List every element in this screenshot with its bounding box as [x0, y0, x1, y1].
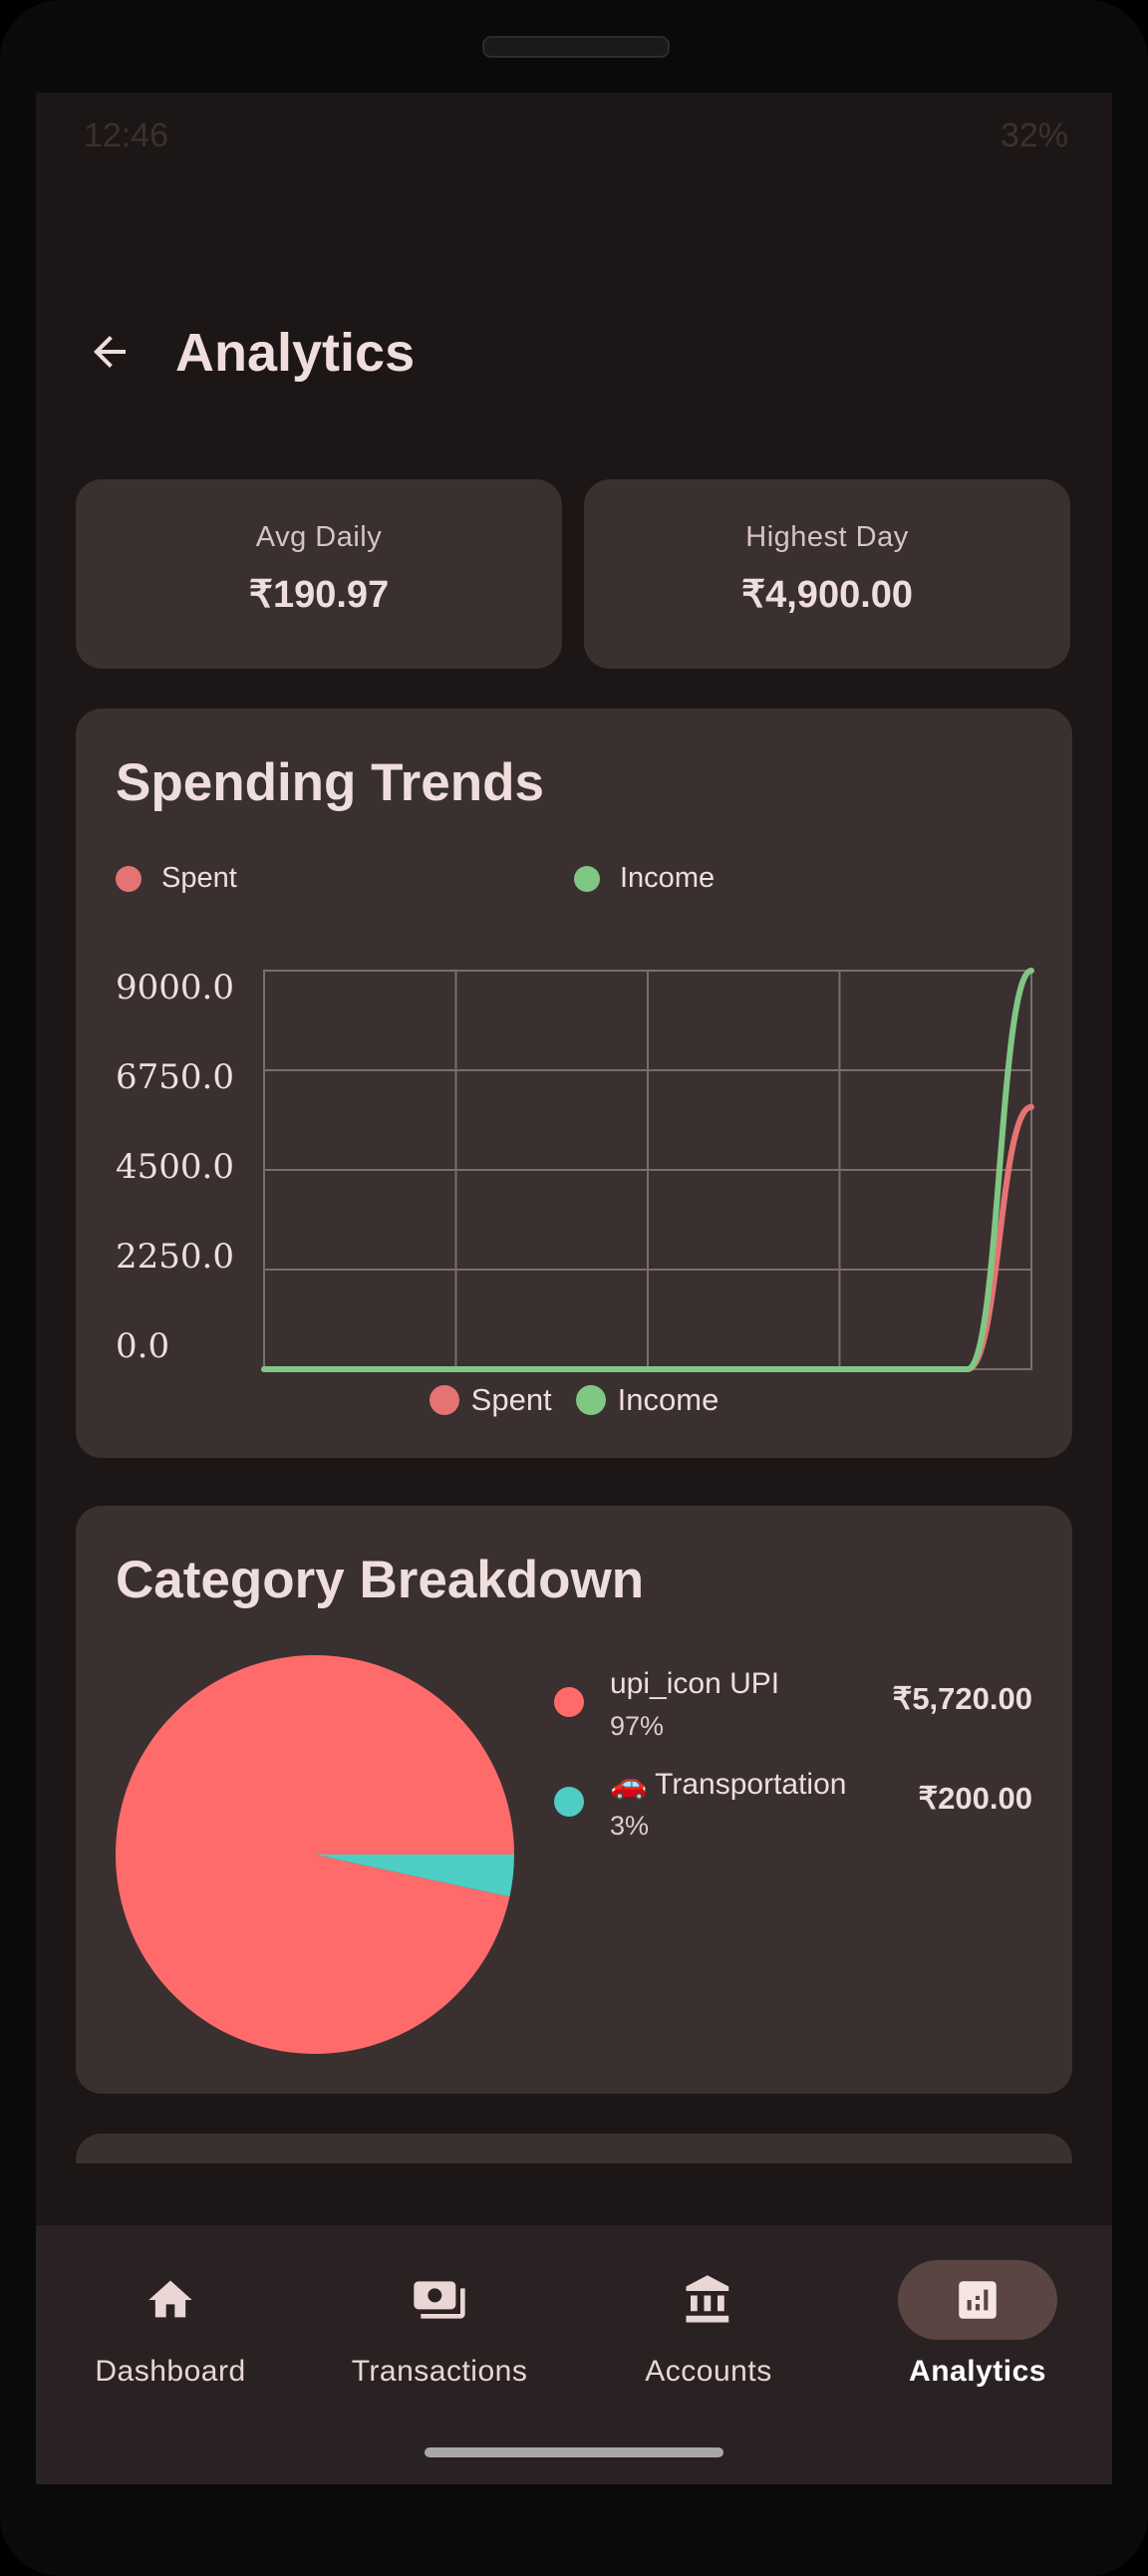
card-title: Spending Trends — [116, 753, 544, 812]
category-color-dot — [554, 1787, 584, 1817]
spending-trends-chart — [261, 968, 1034, 1372]
money-icon — [414, 2281, 465, 2319]
status-battery: 32% — [1000, 117, 1068, 154]
category-row-transportation[interactable]: 🚗 Transportation 3% ₹200.00 — [554, 1767, 1032, 1857]
category-breakdown-card: Category Breakdown upi_icon UPI 97% ₹5,7… — [76, 1506, 1072, 2094]
y-tick-label: 6750.0 — [116, 1057, 234, 1097]
category-pie-chart — [116, 1655, 514, 2054]
category-amount: ₹200.00 — [918, 1781, 1032, 1816]
stat-value: ₹190.97 — [248, 574, 390, 616]
nav-pill — [360, 2260, 519, 2340]
category-row-upi[interactable]: upi_icon UPI 97% ₹5,720.00 — [554, 1667, 1032, 1757]
pie-slice[interactable] — [315, 1855, 514, 1897]
category-percent: 3% — [610, 1811, 650, 1841]
nav-item-analytics[interactable]: Analytics — [843, 2225, 1112, 2425]
legend-item-spent: Spent — [116, 862, 237, 895]
app-screen: 12:46 32% Analytics Avg Daily ₹190.97 Hi… — [36, 93, 1112, 2484]
home-icon — [148, 2280, 192, 2318]
category-name: upi_icon UPI — [610, 1667, 780, 1700]
home-indicator[interactable] — [425, 2447, 723, 2457]
legend-dot — [429, 1385, 459, 1415]
legend-dot — [575, 1385, 606, 1415]
legend-label: Income — [620, 862, 716, 894]
legend-item-income: Income — [574, 862, 715, 895]
y-tick-label: 2250.0 — [116, 1237, 234, 1277]
nav-item-transactions[interactable]: Transactions — [305, 2225, 574, 2425]
legend-dot — [116, 865, 142, 892]
stat-label: Highest Day — [745, 521, 909, 553]
bottom-navigation: Dashboard Transactions Accounts Analytic… — [36, 2225, 1112, 2484]
series-line-income — [261, 968, 1034, 1372]
nav-label: Dashboard — [95, 2355, 246, 2388]
status-bar: 12:46 32% — [36, 93, 1112, 182]
nav-pill-active — [898, 2260, 1057, 2340]
card-title: Category Breakdown — [116, 1551, 645, 1609]
nav-item-accounts[interactable]: Accounts — [574, 2225, 843, 2425]
legend-label: Income — [617, 1382, 719, 1417]
category-color-dot — [554, 1687, 584, 1717]
legend-label: Spent — [470, 1382, 552, 1417]
category-amount: ₹5,720.00 — [892, 1681, 1032, 1716]
y-tick-label: 0.0 — [116, 1326, 170, 1366]
nav-item-dashboard[interactable]: Dashboard — [36, 2225, 305, 2425]
legend-item-spent: Spent — [429, 1382, 552, 1418]
arrow-back-icon — [94, 336, 126, 368]
page-title: Analytics — [175, 323, 416, 383]
legend-dot — [574, 865, 600, 892]
analytics-icon — [959, 2281, 997, 2319]
nav-label: Transactions — [351, 2355, 528, 2388]
grid — [264, 971, 1031, 1369]
legend-label: Spent — [161, 862, 237, 894]
chart-legend-bottom: Spent Income — [76, 1382, 1072, 1418]
avg-daily-card: Avg Daily ₹190.97 — [76, 479, 562, 669]
stat-value: ₹4,900.00 — [740, 574, 914, 616]
legend-item-income: Income — [575, 1382, 719, 1418]
top-app-bar: Analytics — [36, 292, 1112, 412]
spending-trends-card: Spending Trends Spent Income 9000.0 6750… — [76, 709, 1072, 1458]
category-name: 🚗 Transportation — [610, 1768, 847, 1801]
category-percent: 97% — [610, 1711, 665, 1741]
y-tick-label: 4500.0 — [116, 1147, 234, 1187]
status-time: 12:46 — [84, 117, 169, 154]
bank-icon — [686, 2275, 729, 2323]
nav-pill — [629, 2260, 788, 2340]
back-button[interactable] — [72, 314, 147, 390]
series-lines — [261, 968, 1034, 1372]
content-clip — [36, 2163, 1112, 2225]
nav-label: Analytics — [909, 2355, 1046, 2388]
speaker-grille — [482, 36, 670, 58]
nav-pill — [91, 2260, 250, 2340]
y-tick-label: 9000.0 — [116, 968, 234, 1007]
pie-slice[interactable] — [116, 1655, 514, 2054]
stat-label: Avg Daily — [255, 521, 383, 553]
nav-label: Accounts — [645, 2355, 772, 2388]
highest-day-card: Highest Day ₹4,900.00 — [584, 479, 1070, 669]
